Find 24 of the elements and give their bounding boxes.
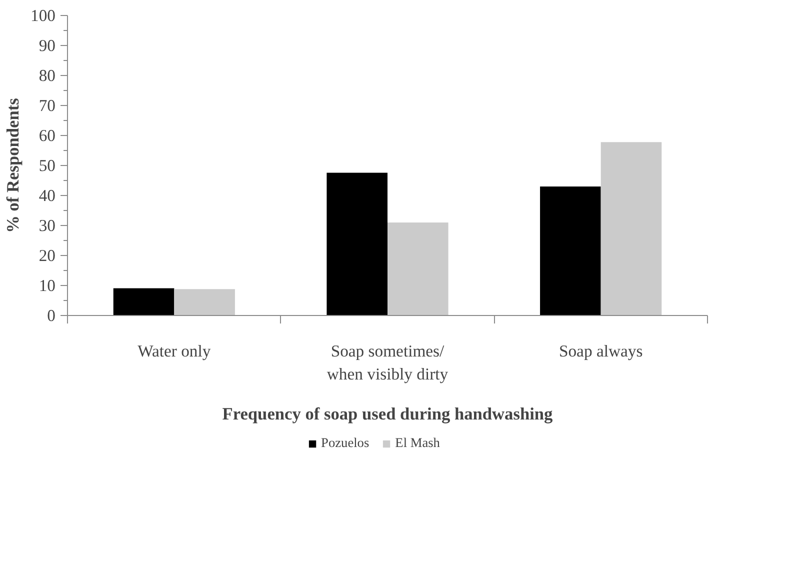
y-tick-label: 0 bbox=[47, 306, 56, 325]
bar bbox=[174, 289, 235, 316]
y-tick-label: 20 bbox=[38, 246, 56, 265]
bar bbox=[540, 186, 601, 316]
y-tick-label: 30 bbox=[38, 216, 56, 235]
bar bbox=[600, 142, 662, 316]
y-tick-label: 100 bbox=[30, 6, 56, 25]
legend-label: El Mash bbox=[395, 435, 440, 451]
y-tick-label: 90 bbox=[38, 36, 56, 55]
x-tick-label: Water only bbox=[138, 342, 212, 360]
bar bbox=[326, 172, 388, 316]
y-tick-label: 60 bbox=[38, 126, 56, 145]
x-axis-title: Frequency of soap used during handwashing bbox=[222, 404, 554, 424]
bar bbox=[388, 222, 448, 316]
bar bbox=[113, 288, 174, 316]
y-tick-label: 40 bbox=[38, 186, 56, 205]
y-tick-label: 10 bbox=[38, 276, 56, 295]
legend-label: Pozuelos bbox=[321, 435, 370, 451]
x-tick-label: Soap always bbox=[558, 342, 643, 360]
y-tick-label: 70 bbox=[38, 96, 56, 115]
y-axis-title: % of Respondents bbox=[4, 98, 23, 233]
y-tick-label: 80 bbox=[38, 66, 56, 85]
x-tick-label: Soap sometimes/ when visibly dirty bbox=[326, 342, 449, 384]
y-tick-label: 50 bbox=[38, 156, 56, 175]
